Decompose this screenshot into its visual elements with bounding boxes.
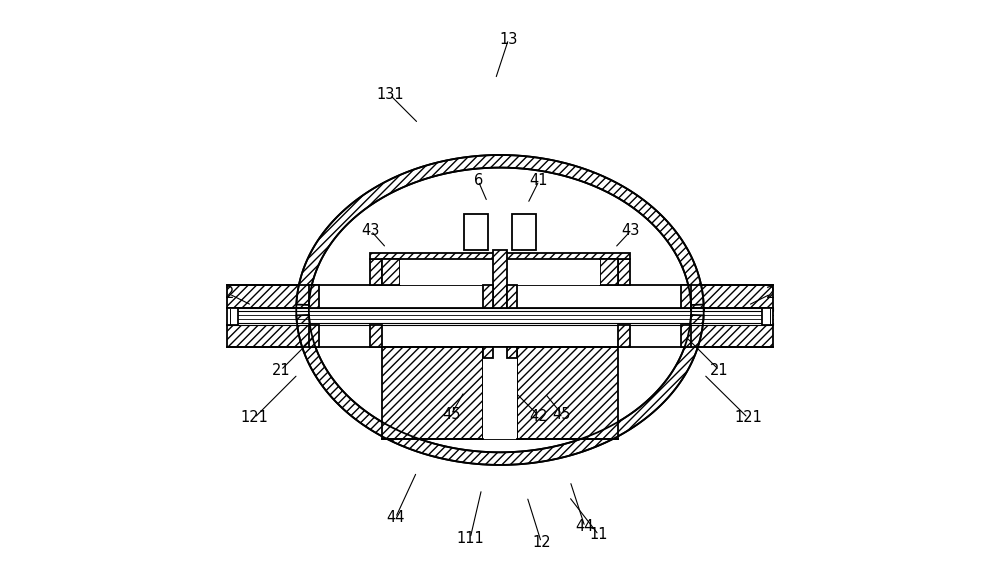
- Text: 11: 11: [589, 528, 608, 542]
- Polygon shape: [618, 325, 630, 347]
- Bar: [464, 214, 488, 250]
- Text: 45: 45: [442, 407, 460, 422]
- Polygon shape: [600, 259, 618, 285]
- Text: 44: 44: [576, 519, 594, 534]
- Text: 121: 121: [734, 410, 762, 425]
- Polygon shape: [370, 259, 382, 285]
- Text: 21: 21: [271, 363, 290, 378]
- Polygon shape: [309, 310, 691, 452]
- Polygon shape: [483, 357, 517, 439]
- Polygon shape: [296, 155, 704, 305]
- Polygon shape: [400, 260, 600, 285]
- Text: 2: 2: [766, 286, 776, 301]
- Bar: [227, 308, 773, 311]
- Text: 21: 21: [710, 363, 729, 378]
- Bar: [227, 323, 773, 325]
- Polygon shape: [618, 259, 630, 285]
- Polygon shape: [483, 347, 493, 358]
- Polygon shape: [227, 308, 773, 325]
- Polygon shape: [507, 285, 517, 308]
- Bar: [512, 214, 536, 250]
- Polygon shape: [309, 285, 319, 308]
- Polygon shape: [382, 259, 400, 285]
- Polygon shape: [483, 285, 493, 308]
- Text: 111: 111: [456, 531, 484, 546]
- Polygon shape: [681, 325, 691, 347]
- Text: 13: 13: [499, 32, 518, 46]
- Polygon shape: [507, 347, 517, 358]
- Text: 131: 131: [376, 87, 404, 102]
- Text: 2: 2: [224, 286, 234, 301]
- Polygon shape: [227, 285, 773, 308]
- Text: 41: 41: [530, 173, 548, 188]
- Polygon shape: [681, 285, 691, 308]
- Polygon shape: [762, 308, 773, 325]
- Text: 42: 42: [530, 409, 548, 424]
- Polygon shape: [309, 168, 691, 310]
- Polygon shape: [227, 308, 238, 325]
- Text: 6: 6: [474, 173, 483, 188]
- Text: 43: 43: [622, 223, 640, 238]
- Polygon shape: [296, 315, 704, 465]
- Text: 12: 12: [532, 535, 551, 550]
- Text: 121: 121: [240, 410, 268, 425]
- Text: 44: 44: [386, 510, 405, 525]
- Polygon shape: [227, 325, 773, 347]
- Polygon shape: [370, 253, 630, 259]
- Polygon shape: [493, 250, 507, 308]
- Polygon shape: [370, 325, 382, 347]
- Polygon shape: [382, 347, 483, 439]
- Polygon shape: [517, 347, 618, 439]
- Polygon shape: [309, 325, 319, 347]
- Text: 45: 45: [553, 407, 571, 422]
- Polygon shape: [483, 347, 517, 439]
- Text: 43: 43: [362, 223, 380, 238]
